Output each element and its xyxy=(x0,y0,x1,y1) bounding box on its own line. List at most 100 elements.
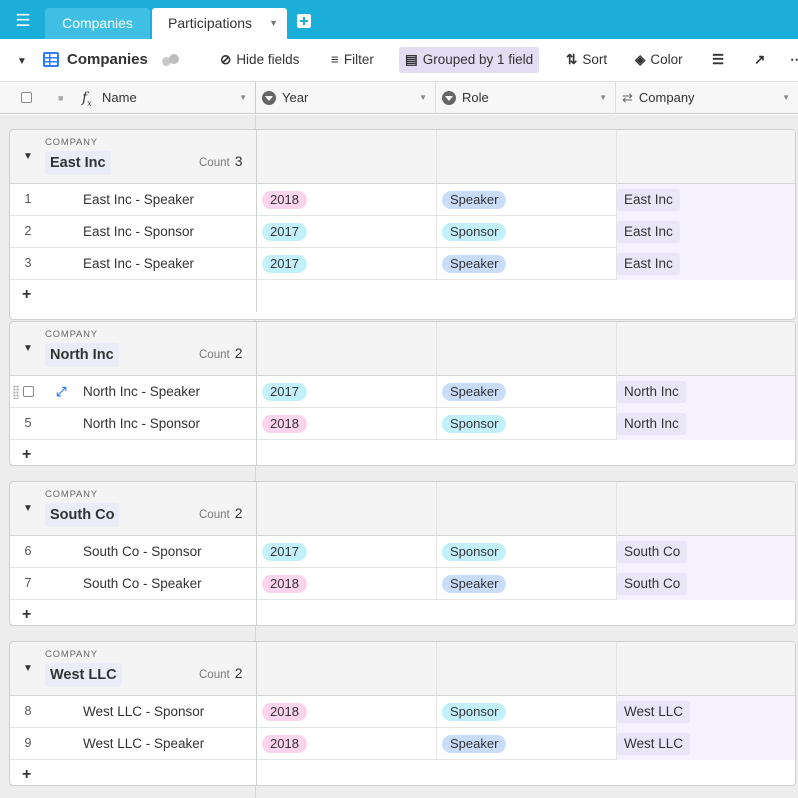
cell-year[interactable]: 2018 xyxy=(262,703,307,721)
chevron-down-icon[interactable]: ▼ xyxy=(269,18,278,28)
table-row[interactable]: ⤢ North Inc - Speaker 2017 Speaker North… xyxy=(10,376,795,408)
group-header[interactable]: ▼ COMPANY North Inc Count 2 xyxy=(10,322,795,376)
drag-handle-icon[interactable] xyxy=(13,385,19,399)
tab-participations[interactable]: Participations ▼ xyxy=(152,8,287,39)
cell-name[interactable]: North Inc - Speaker xyxy=(83,384,201,399)
collapse-caret-icon[interactable]: ▼ xyxy=(23,663,33,674)
cell-company[interactable]: East Inc xyxy=(617,248,795,280)
cell-company[interactable]: West LLC xyxy=(617,728,795,760)
group-header[interactable]: ▼ COMPANY East Inc Count 3 xyxy=(10,130,795,184)
table-row[interactable]: 7 South Co - Speaker 2018 Speaker South … xyxy=(10,568,795,600)
group-header[interactable]: ▼ COMPANY South Co Count 2 xyxy=(10,482,795,536)
menu-icon[interactable]: ☰ xyxy=(15,11,31,30)
cell-role[interactable]: Sponsor xyxy=(442,703,507,721)
cell-company[interactable]: North Inc xyxy=(617,408,795,440)
column-header-year[interactable]: Year ▼ xyxy=(256,82,436,114)
tab-companies[interactable]: Companies xyxy=(45,8,150,39)
linked-record-chip[interactable]: East Inc xyxy=(617,189,680,211)
view-name[interactable]: Companies xyxy=(67,51,148,68)
select-all-checkbox[interactable] xyxy=(21,92,32,103)
color-button[interactable]: ◈ Color xyxy=(629,47,689,73)
linked-record-chip[interactable]: South Co xyxy=(617,541,688,563)
cell-company[interactable]: West LLC xyxy=(617,696,795,728)
group-header[interactable]: ▼ COMPANY West LLC Count 2 xyxy=(10,642,795,696)
linked-record-chip[interactable]: North Inc xyxy=(617,381,686,403)
column-header-company[interactable]: ⇄ Company ▼ xyxy=(616,82,798,114)
cell-year[interactable]: 2017 xyxy=(262,383,307,401)
cell-year[interactable]: 2017 xyxy=(262,255,307,273)
add-record-row[interactable]: + xyxy=(10,440,795,465)
chevron-down-icon[interactable]: ▼ xyxy=(782,93,790,102)
cell-company[interactable]: South Co xyxy=(617,536,795,568)
hide-fields-button[interactable]: ⊘ Hide fields xyxy=(214,47,305,73)
more-options-button[interactable]: ⋯ xyxy=(784,47,798,73)
row-checkbox[interactable] xyxy=(23,386,34,397)
sort-label: Sort xyxy=(582,52,608,67)
cell-company[interactable]: North Inc xyxy=(617,376,795,408)
cell-role[interactable]: Speaker xyxy=(442,383,507,401)
cell-year[interactable]: 2018 xyxy=(262,735,307,753)
cell-year[interactable]: 2018 xyxy=(262,575,307,593)
chevron-down-icon[interactable]: ▼ xyxy=(599,93,607,102)
chevron-down-icon[interactable]: ▼ xyxy=(419,93,427,102)
cell-name[interactable]: West LLC - Speaker xyxy=(83,736,205,751)
column-header-role[interactable]: Role ▼ xyxy=(436,82,616,114)
cell-role[interactable]: Sponsor xyxy=(442,223,507,241)
collapse-caret-icon[interactable]: ▼ xyxy=(23,151,33,162)
table-row[interactable]: 3 East Inc - Speaker 2017 Speaker East I… xyxy=(10,248,795,280)
cell-name[interactable]: East Inc - Speaker xyxy=(83,256,195,271)
group-button[interactable]: ▤ Grouped by 1 field xyxy=(399,47,540,73)
filter-button[interactable]: ≡ Filter xyxy=(325,47,380,73)
cell-name[interactable]: East Inc - Sponsor xyxy=(83,224,195,239)
table-row[interactable]: 6 South Co - Sponsor 2017 Sponsor South … xyxy=(10,536,795,568)
linked-record-chip[interactable]: South Co xyxy=(617,573,688,595)
add-record-row[interactable]: + xyxy=(10,280,795,312)
plus-icon[interactable]: + xyxy=(22,286,32,303)
collaborators-icon[interactable] xyxy=(162,53,180,67)
table-row[interactable]: 8 West LLC - Sponsor 2018 Sponsor West L… xyxy=(10,696,795,728)
row-number: 9 xyxy=(24,736,32,750)
view-menu-caret-icon[interactable]: ▼ xyxy=(17,56,27,67)
plus-icon[interactable]: + xyxy=(22,766,32,783)
plus-icon[interactable]: + xyxy=(22,446,32,463)
linked-record-chip[interactable]: West LLC xyxy=(617,733,691,755)
table-row[interactable]: 5 North Inc - Sponsor 2018 Sponsor North… xyxy=(10,408,795,440)
cell-name[interactable]: South Co - Sponsor xyxy=(83,544,202,559)
cell-company[interactable]: East Inc xyxy=(617,216,795,248)
cell-company[interactable]: East Inc xyxy=(617,184,795,216)
table-row[interactable]: 1 East Inc - Speaker 2018 Speaker East I… xyxy=(10,184,795,216)
row-height-button[interactable]: ☰ xyxy=(706,47,735,73)
cell-year[interactable]: 2017 xyxy=(262,543,307,561)
column-header-name[interactable]: ■ fx Name ▼ xyxy=(40,82,256,114)
cell-name[interactable]: South Co - Speaker xyxy=(83,576,202,591)
cell-role[interactable]: Speaker xyxy=(442,191,507,209)
add-record-row[interactable]: + xyxy=(10,760,795,785)
cell-year[interactable]: 2018 xyxy=(262,415,307,433)
linked-record-chip[interactable]: North Inc xyxy=(617,413,686,435)
cell-role[interactable]: Speaker xyxy=(442,255,507,273)
cell-year[interactable]: 2017 xyxy=(262,223,307,241)
cell-name[interactable]: West LLC - Sponsor xyxy=(83,704,205,719)
linked-record-chip[interactable]: East Inc xyxy=(617,253,680,275)
linked-record-chip[interactable]: West LLC xyxy=(617,701,691,723)
add-record-row[interactable]: + xyxy=(10,600,795,625)
table-row[interactable]: 2 East Inc - Sponsor 2017 Sponsor East I… xyxy=(10,216,795,248)
chevron-down-icon[interactable]: ▼ xyxy=(239,93,247,102)
add-table-icon[interactable] xyxy=(297,14,311,28)
cell-role[interactable]: Sponsor xyxy=(442,415,507,433)
collapse-caret-icon[interactable]: ▼ xyxy=(23,343,33,354)
sort-button[interactable]: ⇅ Sort xyxy=(560,47,613,73)
expand-record-icon[interactable]: ⤢ xyxy=(56,384,67,399)
cell-role[interactable]: Speaker xyxy=(442,735,507,753)
cell-name[interactable]: East Inc - Speaker xyxy=(83,192,195,207)
cell-year[interactable]: 2018 xyxy=(262,191,307,209)
share-view-button[interactable]: ↗ xyxy=(748,47,776,73)
cell-role[interactable]: Sponsor xyxy=(442,543,507,561)
plus-icon[interactable]: + xyxy=(22,606,32,623)
cell-role[interactable]: Speaker xyxy=(442,575,507,593)
cell-company[interactable]: South Co xyxy=(617,568,795,600)
table-row[interactable]: 9 West LLC - Speaker 2018 Speaker West L… xyxy=(10,728,795,760)
linked-record-chip[interactable]: East Inc xyxy=(617,221,680,243)
cell-name[interactable]: North Inc - Sponsor xyxy=(83,416,201,431)
collapse-caret-icon[interactable]: ▼ xyxy=(23,503,33,514)
